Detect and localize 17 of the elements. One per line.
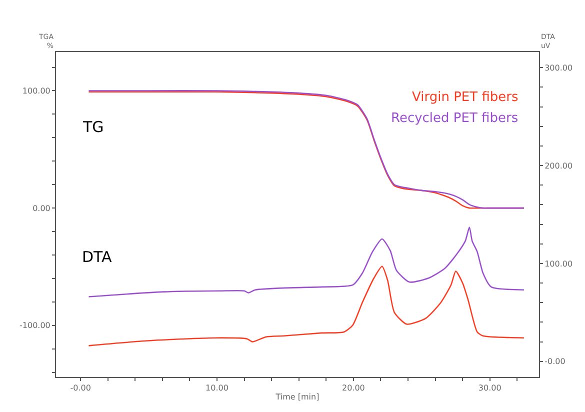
x-tick-label: -0.00 [70, 384, 91, 393]
y2-tick-label: 100.00 [544, 259, 573, 268]
y-tick-label: 0.00 [32, 204, 50, 213]
annotation: DTA [82, 248, 113, 266]
x-axis-title: Time [min] [274, 392, 320, 402]
series-label: Recycled PET fibers [391, 111, 518, 126]
line-series [88, 266, 525, 346]
text: Virgin PET fibers [412, 90, 518, 105]
x-tick-label: 20.00 [342, 384, 365, 393]
y2-tick-label: 300.00 [544, 63, 573, 72]
y2-tick-label: -0.00 [544, 357, 566, 366]
y-tick-label: 100.00 [22, 86, 50, 96]
x-tick-label: 10.00 [206, 384, 228, 393]
y2-tick-label: 200.00 [544, 161, 573, 170]
x-tick-label: 30.00 [478, 384, 502, 393]
y-tick-label: -100.00 [20, 321, 50, 330]
annotation: TG [82, 118, 104, 136]
